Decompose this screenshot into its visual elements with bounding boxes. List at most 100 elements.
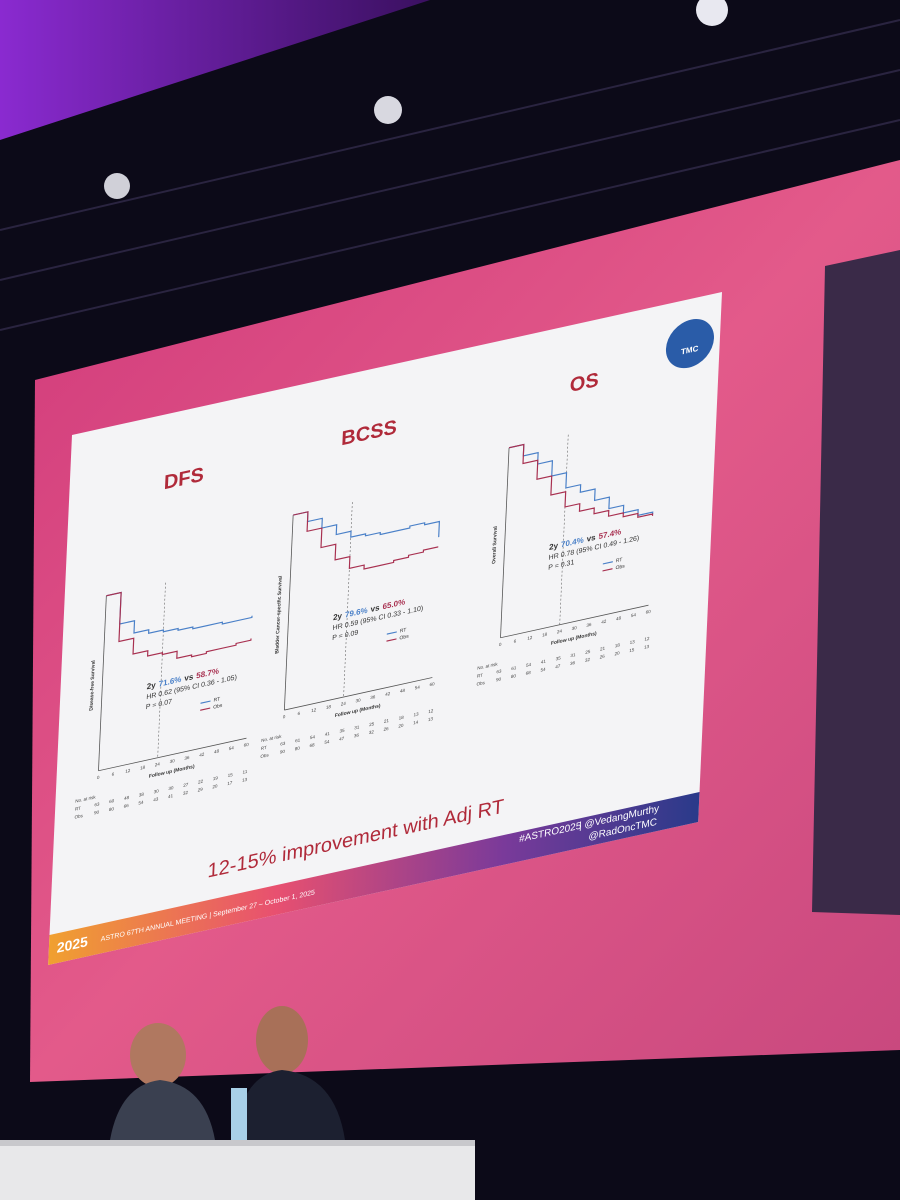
risk-value: 31 xyxy=(570,652,576,658)
legend-label: Obs xyxy=(615,563,625,571)
axis xyxy=(500,447,510,638)
risk-value: 35 xyxy=(339,728,345,734)
risk-value: 13 xyxy=(413,711,419,717)
risk-value: 90 xyxy=(280,749,286,755)
x-tick-label: 24 xyxy=(155,761,161,767)
x-tick-label: 18 xyxy=(326,704,332,710)
risk-value: 29 xyxy=(198,787,204,793)
risk-value: 13 xyxy=(242,777,248,783)
risk-value: 17 xyxy=(227,780,233,786)
obs-curve xyxy=(106,591,252,659)
footer-bar xyxy=(48,792,700,965)
x-tick-label: 30 xyxy=(355,697,361,703)
x-tick-label: 54 xyxy=(415,684,421,690)
x-tick-label: 0 xyxy=(283,714,286,720)
risk-value: 13 xyxy=(630,639,636,645)
x-tick-label: 42 xyxy=(601,619,607,625)
legend-label: RT xyxy=(213,696,220,703)
stat-vs: vs xyxy=(586,533,596,544)
risk-value: 61 xyxy=(511,665,517,671)
spotlight xyxy=(696,0,728,26)
risk-value: 18 xyxy=(399,715,405,721)
risk-value: 43 xyxy=(153,796,159,802)
x-tick-label: 42 xyxy=(385,691,391,697)
logo-badge xyxy=(665,319,714,369)
y-label: Disease-free Survival xyxy=(89,659,97,711)
x-tick-label: 60 xyxy=(429,681,435,687)
risk-label: Obs xyxy=(74,813,83,820)
x-tick-label: 6 xyxy=(514,638,517,644)
risk-value: 13 xyxy=(428,716,434,722)
stat-vs: vs xyxy=(370,603,380,614)
obs-curve xyxy=(509,443,654,518)
risk-value: 20 xyxy=(212,783,218,789)
risk-value: 14 xyxy=(413,719,419,725)
x-tick-label: 54 xyxy=(631,612,637,618)
legend-label: RT xyxy=(616,557,623,564)
legend-label: RT xyxy=(400,627,407,634)
legend-swatch xyxy=(200,707,211,711)
stat: 2y 70.4% vs 57.4% xyxy=(549,527,622,552)
legend-swatch xyxy=(386,631,397,635)
risk-label: Obs xyxy=(477,680,486,687)
risk-value: 26 xyxy=(383,726,389,732)
risk-value: 21 xyxy=(600,646,606,652)
risk-value: 80 xyxy=(511,673,517,679)
landmark xyxy=(157,582,166,758)
stat-year: 2y xyxy=(147,680,157,691)
podium xyxy=(0,1140,475,1200)
risk-value: 32 xyxy=(369,729,375,735)
side-screen xyxy=(812,250,900,915)
risk-label: RT xyxy=(261,745,267,751)
risk-value: 36 xyxy=(354,732,360,738)
y-label: Bladder Cancer-specific Survival xyxy=(274,575,283,655)
risk-value: 26 xyxy=(600,654,606,660)
axis xyxy=(98,595,107,771)
obs-curve xyxy=(293,511,439,570)
risk-value: 13 xyxy=(644,644,650,650)
stat-year: 2y xyxy=(549,541,559,552)
rt-curve xyxy=(293,511,441,538)
x-tick-label: 36 xyxy=(184,755,190,761)
suit xyxy=(235,1070,345,1140)
suit xyxy=(110,1080,215,1140)
risk-value: 30 xyxy=(168,785,174,791)
y-label: Overall Survival xyxy=(491,525,499,565)
slide: TMC 12-15% improvement with Adj RT 2025 … xyxy=(48,292,722,965)
rt-curve xyxy=(106,591,253,634)
risk-value: 61 xyxy=(295,737,301,743)
risk-value: 90 xyxy=(496,676,502,682)
x-tick-label: 18 xyxy=(140,765,146,771)
x-tick-label: 24 xyxy=(557,628,563,634)
risk-value: 80 xyxy=(109,806,115,812)
head xyxy=(130,1023,186,1087)
x-tick-label: 0 xyxy=(97,775,100,781)
x-tick-label: 6 xyxy=(112,771,115,777)
risk-value: 36 xyxy=(570,660,576,666)
head xyxy=(256,1006,308,1074)
risk-value: 25 xyxy=(585,649,591,655)
risk-value: 20 xyxy=(398,723,404,729)
risk-value: 31 xyxy=(354,724,360,730)
risk-value: 35 xyxy=(556,655,562,661)
x-tick-label: 48 xyxy=(616,615,622,621)
x-tick-label: 48 xyxy=(400,688,406,694)
risk-value: 90 xyxy=(94,809,100,815)
risk-header: No. at risk xyxy=(261,734,282,744)
risk-value: 41 xyxy=(168,793,174,799)
risk-value: 68 xyxy=(526,670,532,676)
axis xyxy=(284,677,433,711)
axis xyxy=(283,514,294,711)
risk-value: 15 xyxy=(228,772,234,778)
bottle xyxy=(231,1088,247,1140)
risk-value: 47 xyxy=(339,736,345,742)
risk-value: 54 xyxy=(540,667,546,673)
risk-value: 60 xyxy=(109,798,115,804)
risk-value: 25 xyxy=(369,721,375,727)
legend-label: Obs xyxy=(213,703,223,711)
risk-value: 15 xyxy=(629,647,635,653)
x-tick-label: 30 xyxy=(170,758,176,764)
x-tick-label: 60 xyxy=(244,742,250,748)
risk-value: 63 xyxy=(280,741,286,747)
